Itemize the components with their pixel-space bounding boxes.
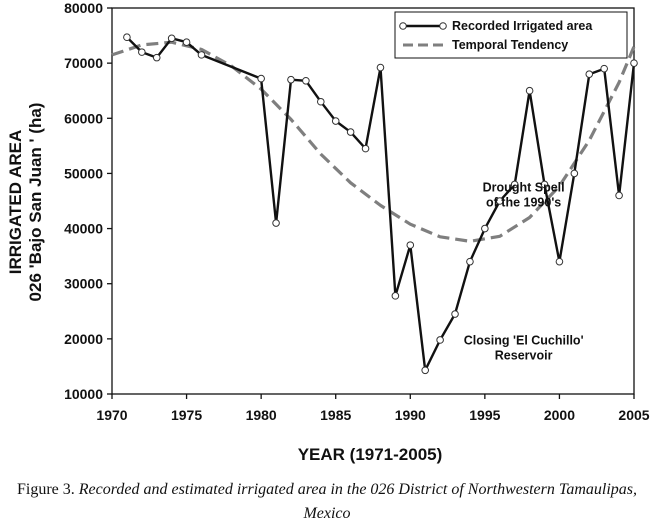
annotation-line: Closing 'El Cuchillo' [464, 333, 584, 347]
x-tick-label: 1980 [246, 407, 277, 423]
y-axis-title-line1: IRRIGATED AREA [6, 130, 25, 275]
plot-frame [111, 7, 635, 395]
caption-lead: Figure 3. [17, 481, 75, 498]
data-point-recorded [361, 144, 370, 153]
x-tick-label: 1970 [96, 407, 127, 423]
y-tick-label: 60000 [64, 110, 103, 126]
data-point-recorded [436, 336, 444, 344]
y-tick-label: 10000 [64, 386, 103, 402]
y-tick-label: 80000 [64, 0, 103, 16]
data-point-recorded [152, 53, 161, 62]
x-tick-label: 1985 [320, 407, 351, 423]
data-point-recorded [302, 76, 310, 85]
data-point-recorded [123, 33, 131, 42]
annotation-line: Drought Spell [483, 181, 565, 195]
caption-text: Recorded and estimated irrigated area in… [78, 481, 637, 522]
data-point-recorded [182, 38, 191, 46]
data-point-recorded [287, 75, 295, 84]
data-point-recorded [272, 219, 280, 227]
annotation-drought: Drought Spell of the 1990's [483, 181, 565, 210]
data-point-recorded [421, 366, 430, 375]
data-point-recorded [466, 257, 474, 266]
legend-marker-recorded [439, 22, 447, 30]
data-point-recorded [167, 34, 176, 43]
data-point-recorded [600, 64, 608, 73]
chart: 10000 20000 30000 40000 50000 60000 70000 80000… [6, 0, 650, 464]
x-axis-title: YEAR (1971-2005) [298, 445, 443, 464]
data-point-recorded [630, 59, 638, 67]
legend-box [394, 11, 628, 59]
annotation-line: of the 1990's [486, 196, 561, 210]
data-point-recorded [570, 169, 579, 178]
y-axis-title-line2: 026 'Bajo San Juan ' (ha) [26, 103, 45, 302]
data-point-recorded [525, 86, 534, 95]
series-line-temporal-tendency [111, 40, 636, 243]
x-tick-label: 1975 [171, 407, 202, 423]
data-point-recorded [346, 128, 355, 136]
data-point-recorded [376, 63, 385, 72]
data-point-recorded [391, 292, 400, 300]
data-point-recorded [481, 224, 489, 233]
x-tick-label: 2000 [544, 407, 575, 423]
data-point-recorded [406, 241, 415, 249]
x-tick-label: 1990 [395, 407, 426, 423]
annotation-reservoir: Closing 'El Cuchillo' Reservoir [464, 333, 584, 362]
y-tick-label: 70000 [64, 55, 103, 71]
data-point-recorded [495, 197, 504, 205]
y-tick-label: 50000 [64, 165, 103, 181]
x-tick-label: 2005 [618, 407, 649, 423]
x-tick-label: 1995 [469, 407, 500, 423]
data-point-recorded [331, 117, 340, 125]
data-point-recorded [317, 97, 325, 106]
data-point-recorded [510, 180, 519, 189]
data-point-recorded [555, 257, 564, 266]
y-tick-label: 30000 [64, 276, 103, 292]
y-tick-label: 40000 [64, 221, 103, 237]
data-point-recorded [585, 70, 594, 78]
y-tick-label: 20000 [64, 331, 103, 347]
data-point-recorded [615, 191, 623, 200]
data-point-recorded [257, 74, 265, 83]
legend-label-recorded: Recorded Irrigated area [452, 19, 593, 33]
series-line-recorded [126, 36, 636, 372]
data-point-recorded [197, 51, 206, 59]
legend-marker-recorded [399, 22, 407, 30]
data-point-recorded [451, 310, 459, 318]
figure-caption: Figure 3. Recorded and estimated irrigat… [0, 478, 654, 526]
annotation-line: Reservoir [495, 348, 553, 362]
data-point-recorded [540, 180, 549, 189]
data-point-recorded [138, 48, 146, 56]
legend-label-tendency: Temporal Tendency [452, 38, 568, 52]
